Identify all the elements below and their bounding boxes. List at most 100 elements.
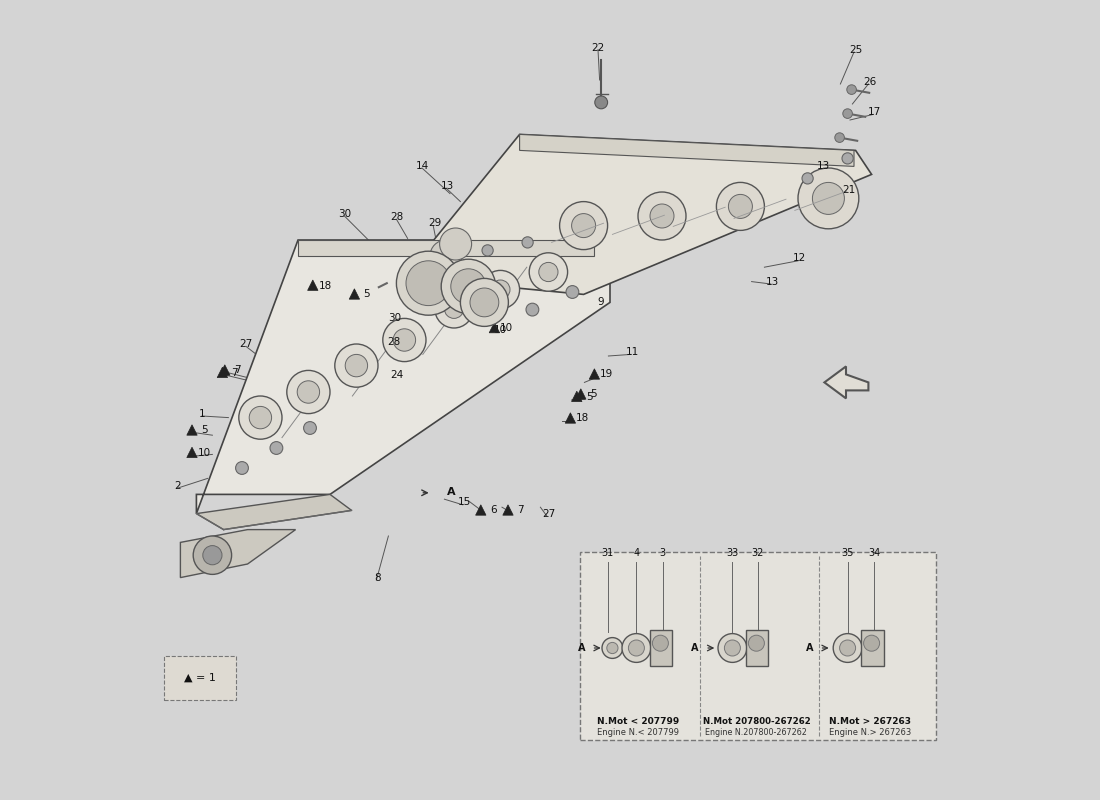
Text: 17: 17 [868, 107, 881, 117]
Text: 8: 8 [375, 573, 382, 582]
Text: 30: 30 [338, 209, 351, 218]
Circle shape [560, 202, 607, 250]
Text: 22: 22 [592, 43, 605, 53]
Circle shape [748, 635, 764, 651]
Circle shape [334, 344, 378, 387]
Circle shape [434, 290, 473, 328]
Circle shape [835, 133, 845, 142]
Circle shape [813, 182, 845, 214]
Text: 4: 4 [634, 549, 639, 558]
Text: 28: 28 [387, 337, 400, 346]
Polygon shape [187, 447, 197, 458]
Text: 1: 1 [199, 409, 206, 418]
Circle shape [430, 240, 462, 272]
Circle shape [526, 303, 539, 316]
Circle shape [718, 634, 747, 662]
Text: Engine N.> 267263: Engine N.> 267263 [829, 728, 911, 737]
Text: 5: 5 [586, 392, 593, 402]
Text: 27: 27 [240, 339, 253, 349]
Circle shape [842, 153, 854, 164]
Text: 13: 13 [441, 181, 454, 190]
Text: 10: 10 [198, 448, 211, 458]
Circle shape [470, 288, 498, 317]
Polygon shape [575, 389, 586, 399]
Text: 35: 35 [842, 549, 854, 558]
Text: 15: 15 [458, 498, 471, 507]
Text: 11: 11 [626, 347, 639, 357]
Text: 5: 5 [363, 290, 370, 299]
Text: 7: 7 [231, 368, 238, 378]
Circle shape [864, 635, 880, 651]
Circle shape [345, 354, 367, 377]
Circle shape [482, 245, 493, 256]
Circle shape [250, 406, 272, 429]
Polygon shape [503, 505, 514, 515]
Text: 19: 19 [601, 370, 614, 379]
Polygon shape [180, 530, 296, 578]
Circle shape [297, 381, 320, 403]
Text: 32: 32 [751, 549, 764, 558]
Text: 5: 5 [201, 426, 208, 435]
Circle shape [798, 168, 859, 229]
Text: 5: 5 [590, 390, 596, 399]
Circle shape [716, 182, 764, 230]
Polygon shape [416, 134, 871, 294]
Circle shape [440, 228, 472, 260]
Circle shape [287, 370, 330, 414]
Bar [650, 630, 672, 666]
Text: 18: 18 [319, 281, 332, 290]
Circle shape [396, 251, 461, 315]
Text: 13: 13 [817, 161, 830, 170]
Text: 24: 24 [389, 370, 403, 380]
Text: 13: 13 [766, 277, 779, 286]
Bar [861, 630, 883, 666]
Text: 2: 2 [175, 481, 182, 490]
Polygon shape [197, 494, 352, 530]
Polygon shape [490, 322, 499, 333]
Circle shape [239, 396, 282, 439]
Circle shape [628, 640, 645, 656]
Bar [746, 630, 769, 666]
Polygon shape [565, 413, 575, 423]
Circle shape [621, 634, 651, 662]
Text: 34: 34 [868, 549, 880, 558]
Circle shape [444, 299, 463, 318]
Polygon shape [298, 240, 594, 256]
Circle shape [728, 194, 752, 218]
Text: 27: 27 [542, 509, 556, 518]
Text: N.Mot > 267263: N.Mot > 267263 [829, 718, 911, 726]
Polygon shape [220, 365, 230, 375]
FancyBboxPatch shape [581, 552, 936, 740]
Polygon shape [519, 134, 854, 166]
Circle shape [451, 269, 486, 304]
Text: A: A [447, 487, 455, 497]
Circle shape [194, 536, 232, 574]
Text: 10: 10 [494, 325, 507, 334]
Text: 14: 14 [416, 161, 429, 170]
Circle shape [406, 261, 451, 306]
Circle shape [304, 422, 317, 434]
Text: 6: 6 [490, 506, 496, 515]
Circle shape [529, 253, 568, 291]
Polygon shape [217, 367, 228, 378]
Circle shape [441, 259, 496, 314]
Circle shape [847, 85, 857, 94]
Text: A: A [578, 643, 585, 653]
Text: A: A [805, 643, 813, 653]
Circle shape [833, 634, 862, 662]
Circle shape [595, 96, 607, 109]
Circle shape [202, 546, 222, 565]
Polygon shape [308, 280, 318, 290]
Circle shape [602, 638, 623, 658]
Text: N.Mot < 207799: N.Mot < 207799 [597, 718, 679, 726]
Text: 25: 25 [849, 45, 862, 54]
Text: 10: 10 [500, 323, 514, 333]
Text: 28: 28 [389, 212, 403, 222]
Circle shape [539, 262, 558, 282]
Circle shape [522, 237, 534, 248]
Polygon shape [572, 391, 582, 402]
Circle shape [393, 329, 416, 351]
Text: 33: 33 [726, 549, 738, 558]
Polygon shape [349, 289, 360, 299]
Text: 30: 30 [388, 313, 401, 322]
